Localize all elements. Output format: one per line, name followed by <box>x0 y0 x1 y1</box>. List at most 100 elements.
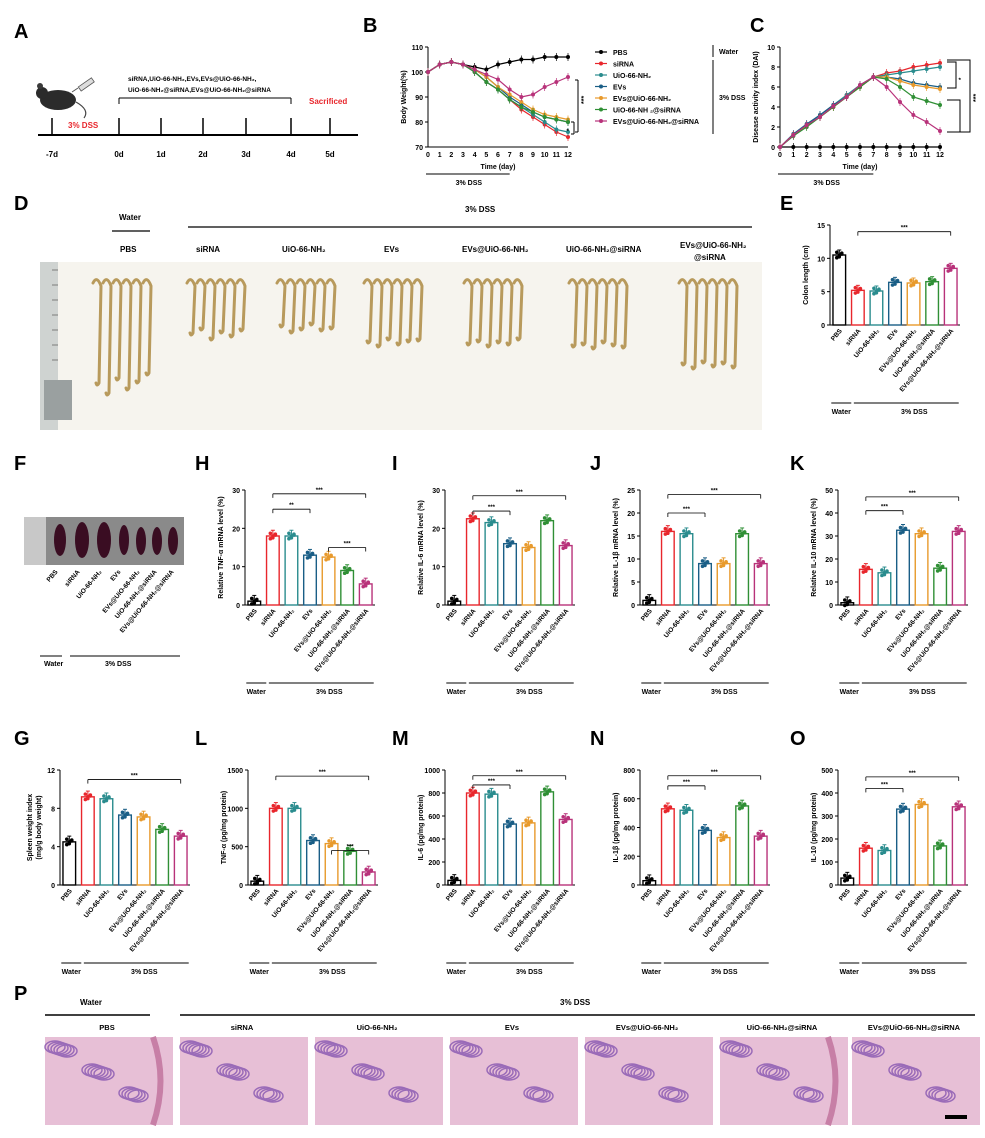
sig-label: *** <box>711 489 719 495</box>
data-point <box>83 792 88 796</box>
y-tick-label: 0 <box>829 883 833 890</box>
data-point <box>917 529 921 533</box>
x-tick-label: 5 <box>484 152 488 159</box>
colon-specimen <box>717 278 729 366</box>
data-point <box>890 277 895 282</box>
data-point <box>566 130 570 134</box>
y-tick-label: 30 <box>232 488 240 495</box>
data-point <box>668 527 673 532</box>
data-point <box>484 80 489 84</box>
data-point <box>922 530 926 534</box>
panel-b-legend: PBS siRNA UiO-66-NH₂ EVs EVs@UiO-66-NH₂ UiO-6… <box>595 45 746 134</box>
data-point <box>524 823 528 828</box>
data-point <box>345 568 349 573</box>
bar <box>716 562 731 606</box>
y-tick-label: 1000 <box>424 768 440 775</box>
data-point <box>489 520 494 525</box>
data-point <box>484 67 489 72</box>
data-point <box>342 571 347 575</box>
x-tick-label: siRNA <box>259 608 277 628</box>
data-point <box>758 834 763 838</box>
y-tick-label: 100 <box>411 70 423 77</box>
legend-label: siRNA <box>613 62 634 69</box>
sig-label: *** <box>711 770 719 776</box>
x-tick-label: EVs <box>894 887 908 901</box>
dss-label: 3% DSS <box>105 661 132 668</box>
data-point <box>366 870 371 874</box>
y-tick-label: 0 <box>829 603 833 610</box>
colon-specimen <box>91 278 103 387</box>
y-tick-label: 10 <box>232 565 240 572</box>
bar <box>321 556 336 606</box>
x-tick-label: EVs <box>116 887 130 901</box>
data-point <box>542 115 547 119</box>
data-point <box>940 564 945 569</box>
data-point <box>911 69 916 73</box>
colon-specimen <box>185 278 197 337</box>
timeline-day-label: 4d <box>286 150 295 159</box>
sacrificed-label: Sacrificed <box>309 97 347 106</box>
x-tick-label: PBS <box>838 887 852 902</box>
colon-specimen <box>215 278 227 335</box>
y-tick-label: 70 <box>415 145 423 152</box>
y-tick-label: 10 <box>767 45 775 52</box>
data-point <box>740 531 744 536</box>
data-point <box>273 532 278 536</box>
colon-specimen <box>492 278 504 345</box>
data-point <box>761 832 766 837</box>
x-tick-label: siRNA <box>262 888 280 908</box>
legend-water-tag: Water <box>719 49 738 56</box>
data-point <box>922 800 926 805</box>
bar <box>895 529 911 606</box>
panel-o-il10-protein-chart: 0 100 200 300 400 500 IL-10 (pg/mg protein) PBS… <box>811 768 968 976</box>
legend-marker <box>599 107 603 112</box>
colon-specimen <box>305 278 317 327</box>
panel-k-il10-mrna-chart: 0 10 20 30 40 50 Relative IL-10 mRNA level (%)… <box>811 488 968 696</box>
panel-letter-h: H <box>195 453 209 475</box>
data-point <box>663 532 668 536</box>
x-tick-label: EVs <box>894 607 908 621</box>
bar <box>99 798 114 886</box>
x-tick-label: 12 <box>936 152 944 159</box>
data-point <box>529 819 533 823</box>
x-tick-label: PBS <box>640 607 654 622</box>
tissue-gland <box>900 1067 922 1081</box>
x-tick-label: 4 <box>831 152 835 159</box>
data-point <box>311 838 315 843</box>
tissue-gland <box>633 1067 655 1081</box>
d-label-uio: UiO-66-NH₂ <box>282 245 326 254</box>
data-point <box>903 805 908 810</box>
d-label-evs: EVs <box>384 245 400 254</box>
data-point <box>554 80 559 84</box>
bar <box>80 796 95 886</box>
data-point <box>426 70 430 74</box>
data-point <box>663 526 668 531</box>
colon-specimen <box>402 278 414 344</box>
data-point <box>666 807 670 811</box>
panel-n-il1b-protein-chart: 0 200 400 600 800 IL-1β (pg/mg protein) PBS siR… <box>613 768 770 976</box>
data-point <box>287 536 291 541</box>
y-tick-label: 300 <box>821 814 833 821</box>
p-dss-label: 3% DSS <box>560 998 591 1007</box>
group-label: PBS <box>46 568 60 583</box>
timeline-day-label: 3d <box>241 150 250 159</box>
data-point <box>884 85 889 89</box>
data-point <box>924 99 929 103</box>
d-label-uio-sirna: UiO-66-NH₂@siRNA <box>566 245 642 254</box>
data-point <box>954 532 959 536</box>
bar <box>502 823 518 886</box>
data-point <box>682 811 686 815</box>
data-point <box>834 250 839 255</box>
data-point <box>895 278 900 283</box>
data-point <box>719 838 723 843</box>
y-tick-label: 0 <box>821 323 825 330</box>
tissue-gland <box>498 1067 520 1081</box>
bar <box>858 847 873 886</box>
panel-p-histology: Water 3% DSS PBS siRNA UiO-66-NH₂ EVs EVs@Ui… <box>44 998 980 1126</box>
legend-label: UiO-66-NH₂ <box>613 73 651 80</box>
data-point <box>526 545 531 550</box>
data-point <box>468 788 473 793</box>
y-tick-label: 110 <box>412 45 423 52</box>
data-point <box>554 127 559 132</box>
bar <box>697 562 713 606</box>
